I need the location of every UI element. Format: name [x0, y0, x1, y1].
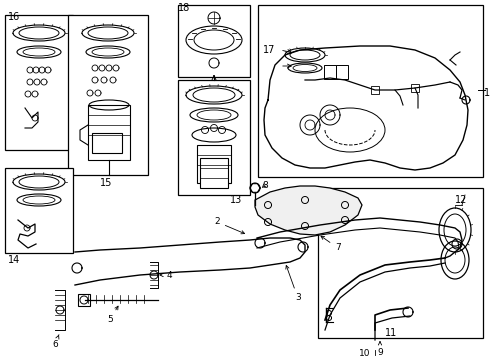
Text: 1: 1: [484, 88, 490, 98]
Polygon shape: [255, 186, 362, 235]
Text: 14: 14: [8, 255, 20, 265]
Bar: [5, 168, 73, 253]
Bar: [178, 5, 250, 77]
Text: 17: 17: [263, 45, 275, 55]
Text: 8: 8: [262, 180, 268, 189]
Text: 5: 5: [107, 306, 118, 324]
Text: 10: 10: [359, 349, 371, 358]
Bar: [78, 294, 90, 306]
Text: 6: 6: [52, 335, 59, 349]
Text: 7: 7: [321, 236, 341, 252]
Bar: [200, 158, 228, 188]
Bar: [92, 133, 122, 153]
Text: 18: 18: [178, 3, 190, 13]
Text: 13: 13: [230, 195, 242, 205]
Bar: [5, 15, 73, 150]
Text: 4: 4: [160, 270, 172, 279]
Bar: [324, 65, 336, 79]
Bar: [371, 86, 379, 94]
Bar: [68, 15, 148, 175]
Text: 11: 11: [385, 328, 397, 338]
Bar: [178, 80, 250, 195]
Text: 9: 9: [377, 342, 383, 357]
Text: 15: 15: [100, 178, 112, 188]
Bar: [258, 5, 483, 177]
Text: 2: 2: [215, 217, 245, 234]
Bar: [197, 145, 231, 183]
Text: 12: 12: [455, 195, 467, 205]
Bar: [88, 105, 130, 160]
Text: 3: 3: [286, 265, 301, 302]
Bar: [318, 188, 483, 338]
Bar: [336, 65, 348, 79]
Bar: [411, 84, 419, 92]
Text: 16: 16: [8, 12, 20, 22]
